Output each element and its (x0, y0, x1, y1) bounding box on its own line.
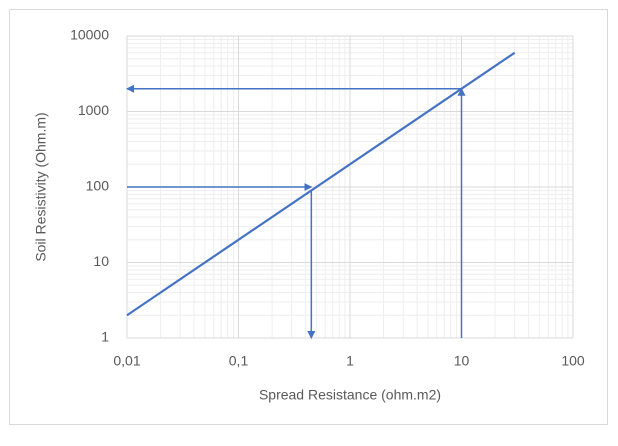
line-series (126, 51, 516, 317)
x-tick-label: 0,01 (113, 353, 140, 369)
x-tick-label: 10 (454, 353, 470, 369)
y-tick-label: 10000 (70, 27, 109, 43)
y-axis-label: Soil Resistivity (Ohm.m) (33, 112, 49, 261)
x-axis-label: Spread Resistance (ohm.m2) (259, 387, 441, 403)
y-tick-label: 10 (93, 253, 109, 269)
x-tick-label: 0,1 (229, 353, 249, 369)
y-tick-label: 1000 (78, 102, 109, 118)
y-tick-label: 1 (101, 329, 109, 345)
y-tick-label: 100 (86, 178, 110, 194)
x-tick-label: 1 (346, 353, 354, 369)
x-tick-label: 100 (561, 353, 585, 369)
